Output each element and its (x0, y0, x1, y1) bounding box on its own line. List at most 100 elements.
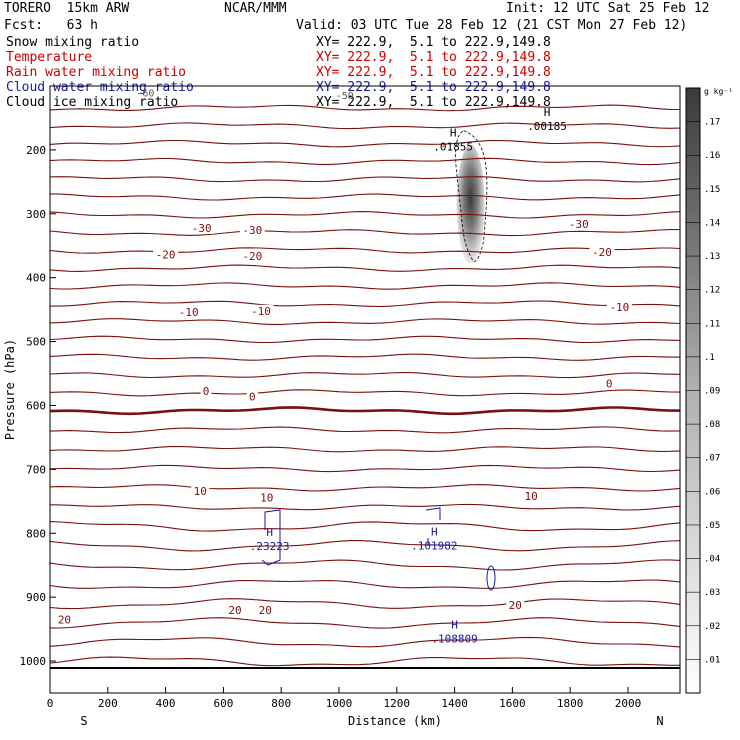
temperature-isotherm (49, 353, 681, 361)
legend-xy-temperature: XY= 222.9, 5.1 to 222.9,149.8 (316, 50, 551, 65)
temperature-isotherm (49, 636, 681, 648)
temperature-label: -30 (192, 222, 212, 235)
legend-name-snow: Snow mixing ratio (6, 35, 140, 50)
colorbar-unit: g kg⁻¹ (704, 87, 733, 96)
temperature-isotherm (49, 445, 681, 453)
temperature-isotherm (49, 264, 681, 272)
temperature-isotherm (49, 484, 681, 492)
temperature-label-bg (239, 249, 265, 262)
temperature-isotherm (49, 139, 681, 148)
max-marker-value: .00185 (527, 120, 567, 133)
x-tick-label: 1600 (499, 697, 526, 710)
y-tick-label: 400 (26, 272, 46, 285)
colorbar-label: .03 (704, 588, 720, 598)
temperature-isotherm (49, 247, 681, 254)
legend-xy-snow: XY= 222.9, 5.1 to 222.9,149.8 (316, 35, 551, 50)
temperature-isotherm (49, 122, 681, 130)
max-marker-value: .01855 (433, 141, 473, 154)
temperature-isotherm (49, 229, 680, 237)
temperature-label: 20 (259, 604, 272, 617)
cloud-water-contour (427, 538, 440, 546)
temperature-isotherm (49, 617, 681, 629)
x-tick-label: 200 (98, 697, 118, 710)
colorbar-label: .05 (704, 521, 720, 531)
max-marker-h: H (431, 525, 438, 538)
max-marker-value: .101982 (411, 539, 457, 552)
temperature-isotherm (49, 521, 681, 532)
temperature-isotherm (49, 598, 681, 610)
temperature-isotherm (49, 335, 681, 344)
temperature-label: 10 (194, 485, 207, 498)
temperature-label: 0 (203, 385, 210, 398)
temperature-label: 0 (249, 391, 256, 404)
legend-name-cloud-water: Cloud water mixing ratio (6, 80, 194, 95)
colorbar-label: .13 (704, 252, 720, 262)
x-tick-label: 2000 (615, 697, 642, 710)
colorbar-label: .08 (704, 420, 720, 430)
legend-name-cloud-ice: Cloud ice mixing ratio (6, 95, 179, 110)
temperature-isotherm (49, 426, 681, 434)
model-title: TORERO 15km ARW (4, 1, 130, 16)
x-tick-label: 400 (156, 697, 176, 710)
x-axis-label: Distance (km) (348, 714, 442, 728)
temperature-label-bg (257, 491, 276, 504)
upper-isotherm-label: -60 (136, 88, 154, 99)
temperature-isotherm (49, 406, 680, 416)
temperature-isotherm (49, 104, 681, 112)
temperature-isotherm (49, 193, 681, 201)
temperature-label: -10 (609, 301, 629, 314)
temperature-isotherm (49, 282, 681, 290)
y-tick-label: 800 (26, 527, 46, 540)
temperature-label: -20 (242, 250, 262, 263)
y-tick-label: 900 (26, 591, 46, 604)
cloud-ice-contour (455, 130, 488, 263)
colorbar-label: .14 (704, 218, 720, 228)
temperature-label: -10 (179, 306, 199, 319)
init-time: Init: 12 UTC Sat 25 Feb 12 (506, 1, 710, 16)
legend-name-temperature: Temperature (6, 50, 93, 65)
x-tick-label: 0 (47, 697, 54, 710)
colorbar-label: .12 (704, 286, 720, 296)
x-tick-label: 800 (271, 697, 291, 710)
temperature-label: -20 (592, 246, 612, 259)
x-tick-label: 1800 (557, 697, 584, 710)
temperature-label-bg (176, 306, 202, 319)
legend-xy-cloud-water: XY= 222.9, 5.1 to 222.9,149.8 (316, 80, 551, 95)
temperature-isotherm (49, 389, 681, 397)
max-marker-h: H (450, 127, 457, 140)
y-tick-label: 300 (26, 208, 46, 221)
colorbar-label: .17 (704, 118, 720, 128)
upper-isotherm-label: -50 (336, 91, 354, 102)
temperature-label-bg (153, 248, 179, 261)
colorbar-label: .16 (704, 151, 720, 161)
temperature-isotherm (49, 656, 680, 667)
center-title: NCAR/MMM (224, 1, 287, 16)
temperature-isotherm (49, 318, 681, 325)
temperature-label-bg (246, 390, 258, 403)
colorbar-label: .09 (704, 387, 720, 397)
temperature-isotherm (49, 372, 681, 379)
colorbar-label: .04 (704, 555, 720, 565)
temperature-label: 20 (509, 599, 522, 612)
cloud-water-contour (486, 565, 496, 591)
x-tick-label: 1400 (441, 697, 468, 710)
temperature-label: 20 (228, 604, 241, 617)
temperature-isotherm (49, 579, 681, 589)
temperature-label-bg (606, 301, 632, 314)
temperature-label-bg (522, 490, 541, 503)
cloud-water-contour (261, 509, 281, 566)
x-tick-label: 1200 (384, 697, 411, 710)
temperature-label: -20 (156, 249, 176, 262)
temperature-label-bg (589, 246, 615, 259)
colorbar-label: .06 (704, 487, 720, 497)
temperature-label: -10 (251, 305, 271, 318)
temperature-isotherm (49, 559, 681, 571)
forecast-hour: Fcst: 63 h (4, 18, 98, 33)
y-tick-label: 500 (26, 336, 46, 349)
temperature-label-bg (256, 603, 275, 616)
north-end-label: N (656, 714, 663, 728)
temperature-label: -30 (569, 218, 589, 231)
temperature-isotherm (49, 211, 681, 219)
legend-name-rain: Rain water mixing ratio (6, 65, 187, 80)
